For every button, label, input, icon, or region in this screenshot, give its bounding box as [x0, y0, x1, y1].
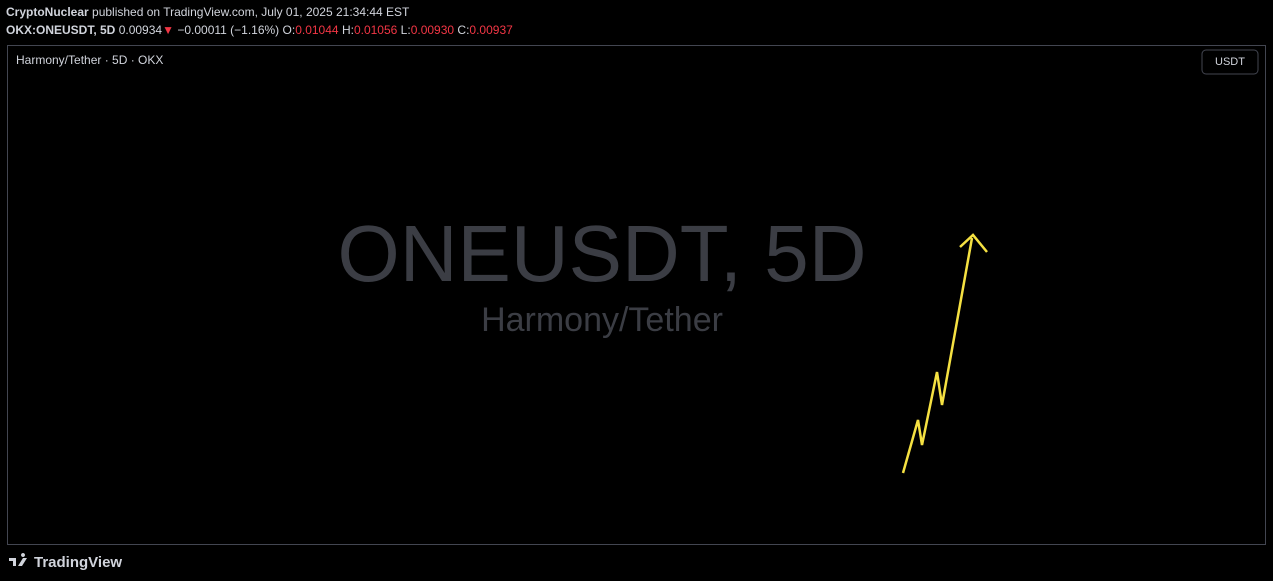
- symbol: OKX:ONEUSDT, 5D: [6, 23, 116, 37]
- ohlc-value: 0.01056: [353, 23, 398, 37]
- header-line: CryptoNuclear published on TradingView.c…: [6, 5, 409, 19]
- currency-button[interactable]: [1201, 49, 1259, 75]
- ohlc-key: L:: [400, 23, 411, 37]
- ohlc: O:0.01044 H:0.01056 L:0.00930 C:0.00937: [283, 23, 513, 37]
- ohlc-key: O:: [282, 23, 296, 37]
- brand: TradingView: [34, 554, 122, 571]
- chart-title: Harmony/Tether · 5D · OKX: [16, 53, 163, 67]
- publisher: CryptoNuclear: [6, 5, 89, 19]
- watermark: ONEUSDT, 5D: [338, 209, 867, 298]
- change: −0.00011 (−1.16%): [177, 23, 280, 37]
- frame: [7, 45, 1266, 545]
- ohlc-value: 0.01044: [295, 23, 339, 37]
- arrow: ▼: [162, 23, 174, 37]
- logo: [9, 553, 27, 566]
- last: 0.00934: [118, 23, 163, 37]
- ohlc-value: 0.00930: [410, 23, 455, 37]
- published: published on TradingView.com, July 01, 2…: [92, 5, 410, 19]
- currency[interactable]: USDT: [1215, 56, 1245, 68]
- ohlc-key: C:: [457, 23, 470, 37]
- ohlc-key: H:: [341, 23, 354, 37]
- arrow-head: [959, 233, 988, 253]
- watermark-subtitle: Harmony/Tether: [481, 301, 723, 339]
- symbol-line: OKX:ONEUSDT, 5D 0.00934▼ −0.00011 (−1.16…: [6, 23, 513, 37]
- projection-arrow: [901, 237, 974, 474]
- ohlc-value: 0.00937: [469, 23, 513, 37]
